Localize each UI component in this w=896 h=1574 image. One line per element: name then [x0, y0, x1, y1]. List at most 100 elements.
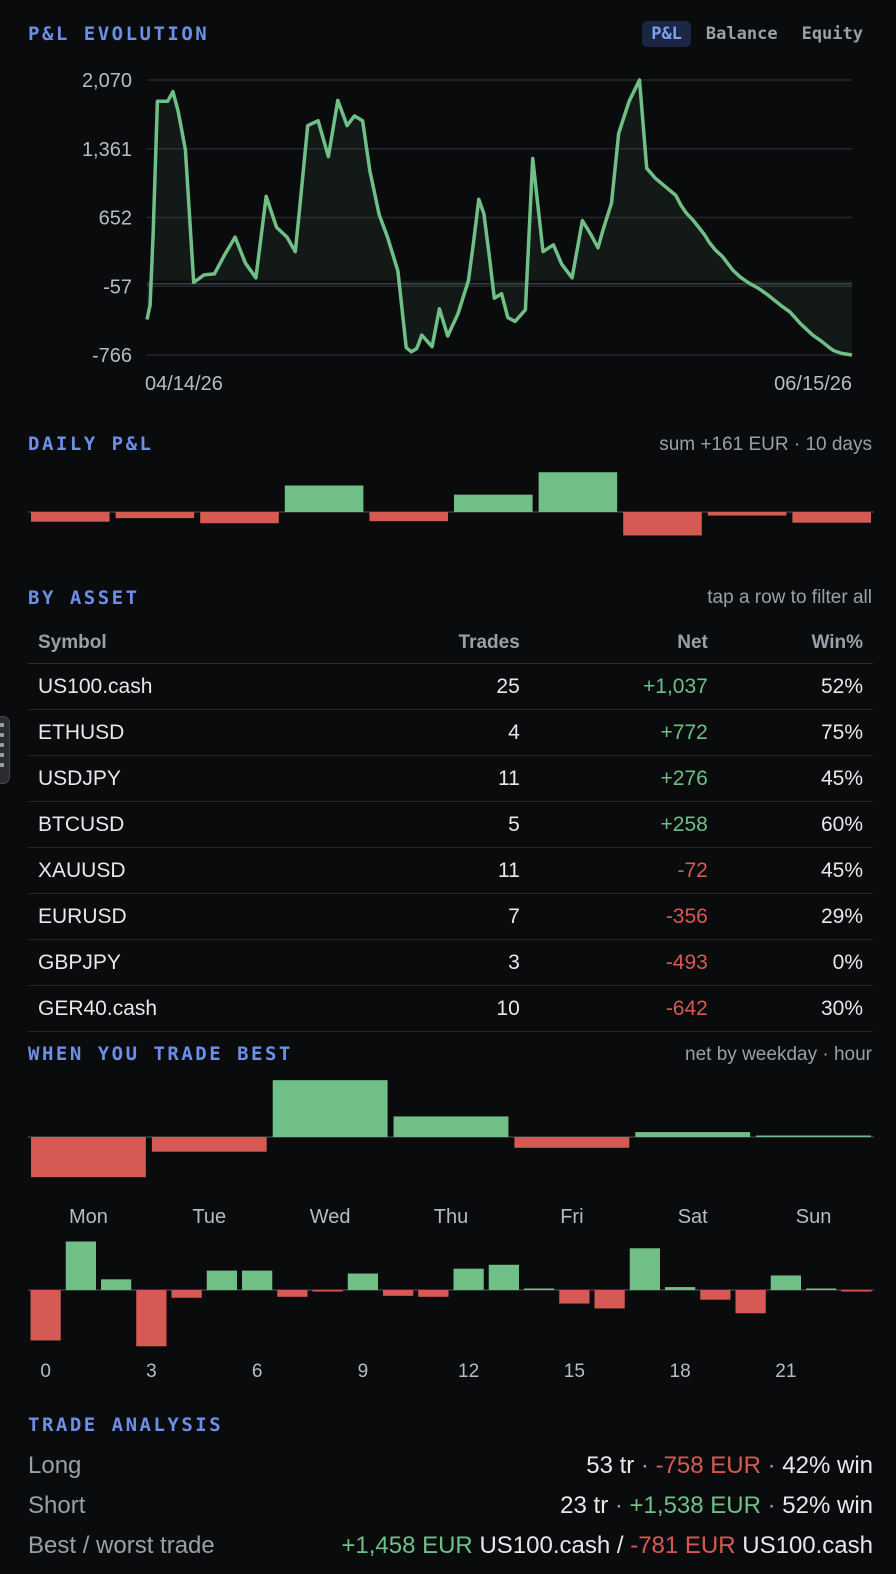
- long-trades: 53 tr: [586, 1452, 635, 1479]
- asset-win: 0%: [717, 939, 873, 986]
- asset-win: 45%: [717, 755, 873, 802]
- weekday-bar: [514, 1137, 630, 1148]
- hour-tick-label: 0: [40, 1361, 51, 1382]
- asset-row[interactable]: GER40.cash 10 -642 30%: [28, 985, 873, 1032]
- col-trades: Trades: [350, 622, 530, 664]
- col-win: Win%: [717, 622, 873, 664]
- asset-trades: 25: [350, 663, 530, 710]
- analysis-best-worst-row: Best / worst trade +1,458 EUR US100.cash…: [28, 1532, 873, 1560]
- asset-symbol: ETHUSD: [28, 709, 351, 756]
- asset-win: 60%: [717, 801, 873, 848]
- pnl-xtick-label: 06/15/26: [774, 373, 852, 395]
- asset-symbol: US100.cash: [28, 663, 351, 710]
- weekday-label: Sat: [678, 1206, 708, 1228]
- hour-bar: [206, 1270, 237, 1290]
- long-sep-2: ·: [760, 1452, 783, 1479]
- hour-bar: [841, 1290, 872, 1292]
- asset-row[interactable]: XAUUSD 11 -72 45%: [28, 847, 873, 894]
- asset-row[interactable]: GBPJPY 3 -493 0%: [28, 939, 873, 986]
- pnl-xtick-label: 04/14/26: [145, 373, 223, 395]
- tab-balance[interactable]: Balance: [705, 24, 778, 44]
- long-stats: 53 tr · -758 EUR · 42% win: [586, 1452, 873, 1480]
- short-win: 52% win: [782, 1492, 873, 1519]
- hour-bar: [65, 1241, 96, 1290]
- hour-bar: [700, 1290, 731, 1300]
- daily-section-title: DAILY P&L: [28, 433, 154, 455]
- best-worst-slash: /: [610, 1532, 631, 1559]
- asset-row[interactable]: USDJPY 11 +276 45%: [28, 755, 873, 802]
- hour-bar: [488, 1264, 519, 1290]
- daily-bar: [369, 512, 448, 522]
- hour-bar: [770, 1275, 801, 1290]
- hour-tick-label: 3: [146, 1361, 157, 1382]
- daily-bar: [284, 485, 364, 512]
- hour-chart[interactable]: 0 3 6 9 12 15 18 21: [0, 1232, 896, 1387]
- asset-net: +772: [529, 709, 718, 756]
- daily-pnl-chart[interactable]: [0, 465, 896, 545]
- best-worst-stats: +1,458 EUR US100.cash / -781 EUR US100.c…: [341, 1532, 873, 1560]
- asset-table-header: Symbol Trades Net Win%: [28, 622, 873, 664]
- short-stats: 23 tr · +1,538 EUR · 52% win: [560, 1492, 873, 1520]
- asset-win: 45%: [717, 847, 873, 894]
- asset-hint: tap a row to filter all: [707, 587, 872, 608]
- hour-bar: [806, 1288, 837, 1290]
- asset-symbol: EURUSD: [28, 893, 351, 940]
- long-sep: ·: [634, 1452, 656, 1479]
- hour-tick-label: 9: [358, 1361, 369, 1382]
- asset-row[interactable]: US100.cash 25 +1,037 52%: [28, 663, 873, 710]
- pnl-area: [147, 80, 852, 355]
- analysis-short-row: Short 23 tr · +1,538 EUR · 52% win: [28, 1492, 873, 1520]
- asset-row[interactable]: BTCUSD 5 +258 60%: [28, 801, 873, 848]
- weekday-bar: [393, 1116, 509, 1137]
- col-symbol: Symbol: [28, 622, 351, 664]
- hour-bar: [347, 1273, 378, 1290]
- hour-bar: [242, 1270, 273, 1290]
- hour-bar: [665, 1287, 696, 1290]
- asset-row[interactable]: ETHUSD 4 +772 75%: [28, 709, 873, 756]
- weekday-label: Sun: [796, 1206, 832, 1228]
- weekday-chart[interactable]: Mon Tue Wed Thu Fri Sat Sun: [0, 1072, 896, 1232]
- hour-bar: [418, 1290, 449, 1297]
- daily-bar: [454, 494, 533, 512]
- hour-bar: [524, 1288, 555, 1290]
- daily-bar: [707, 512, 787, 516]
- asset-table: Symbol Trades Net Win% US100.cash 25 +1,03…: [28, 622, 873, 1032]
- long-net: -758 EUR: [655, 1452, 761, 1479]
- hour-bar: [559, 1290, 590, 1304]
- asset-symbol: GER40.cash: [28, 985, 351, 1032]
- weekday-bar: [272, 1080, 388, 1137]
- asset-trades: 5: [350, 801, 530, 848]
- daily-bar: [115, 512, 195, 519]
- weekday-label: Tue: [192, 1206, 226, 1228]
- pnl-evolution-chart[interactable]: 2,070 1,361 652 -57 -766 04/14/26 06/15/26: [0, 60, 896, 405]
- short-label: Short: [28, 1492, 86, 1519]
- daily-bar: [623, 512, 702, 536]
- asset-section-title: BY ASSET: [28, 587, 140, 609]
- asset-symbol: GBPJPY: [28, 939, 351, 986]
- best-trade-net: +1,458 EUR: [341, 1532, 473, 1559]
- asset-net: +276: [529, 755, 718, 802]
- best-section-title: WHEN YOU TRADE BEST: [28, 1043, 293, 1065]
- tab-equity[interactable]: Equity: [801, 24, 863, 44]
- hour-bar: [383, 1290, 414, 1296]
- asset-row[interactable]: EURUSD 7 -356 29%: [28, 893, 873, 940]
- asset-trades: 11: [350, 847, 530, 894]
- tab-pnl[interactable]: P&L: [642, 21, 691, 47]
- analysis-section-title: TRADE ANALYSIS: [28, 1414, 224, 1436]
- col-net: Net: [529, 622, 718, 664]
- hour-tick-label: 12: [458, 1361, 479, 1382]
- asset-net: -493: [529, 939, 718, 986]
- asset-win: 52%: [717, 663, 873, 710]
- hour-bar: [629, 1248, 660, 1290]
- pnl-ytick-label: 1,361: [82, 139, 132, 161]
- asset-symbol: USDJPY: [28, 755, 351, 802]
- pnl-ytick-label: -57: [103, 276, 132, 298]
- hour-tick-label: 18: [670, 1361, 691, 1382]
- analysis-long-row: Long 53 tr · -758 EUR · 42% win: [28, 1452, 873, 1480]
- worst-trade-net: -781 EUR: [630, 1532, 736, 1559]
- hour-bar: [30, 1290, 61, 1341]
- drag-handle[interactable]: [0, 716, 10, 784]
- hour-bar: [171, 1290, 202, 1298]
- asset-symbol: XAUUSD: [28, 847, 351, 894]
- asset-win: 30%: [717, 985, 873, 1032]
